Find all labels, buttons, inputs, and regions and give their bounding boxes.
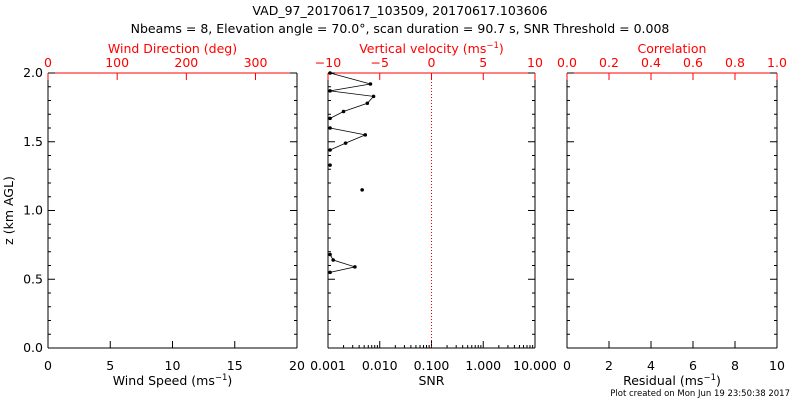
top-axis-label: Wind Direction (deg) <box>108 41 237 56</box>
vertical-velocity-point <box>371 94 376 99</box>
x-tick-label: 10.000 <box>513 358 557 373</box>
vertical-velocity-point <box>328 270 332 275</box>
y-tick-label: 1.0 <box>23 203 43 218</box>
x-tick-label: 1.000 <box>465 358 501 373</box>
panel-vertical-velocity-snr: 0.001 0.010 0.100 1.000 10.000 SNR −10 −5 0 5 10 Ve… <box>310 41 557 388</box>
vertical-velocity-point <box>328 126 332 130</box>
x-tick-label: 0.100 <box>414 358 450 373</box>
top-axis-label-end: ) <box>499 41 504 56</box>
top-tick-label: 0.8 <box>725 55 745 70</box>
vertical-velocity-point <box>343 141 348 145</box>
x-tick-label: 8 <box>731 358 739 373</box>
top-axis-label-sup: −1 <box>486 41 499 51</box>
x-tick-label: 10 <box>769 358 785 373</box>
x-axis-label: SNR <box>419 373 445 388</box>
x-tick-label: 15 <box>227 358 243 373</box>
x-tick-label: 0.010 <box>362 358 398 373</box>
top-axis-label: Correlation <box>638 41 707 56</box>
panel-correlation-residual: 0 2 4 6 8 10 Residual (ms−1) 0.0 0.2 0.4 0.6 0.8 1.0… <box>557 41 787 388</box>
top-axis-label-text: Wind Direction (deg) <box>108 41 237 56</box>
top-tick-label: −5 <box>371 55 389 70</box>
x-axis-label-end: ) <box>227 373 232 388</box>
vertical-velocity-point <box>328 148 332 152</box>
x-tick-label: 0.001 <box>310 358 346 373</box>
top-tick-label: 10 <box>527 55 543 70</box>
y-tick-label: 0.5 <box>23 271 43 286</box>
vertical-velocity-point <box>365 101 370 106</box>
vertical-velocity-point <box>363 133 368 137</box>
top-axis-label-text: Correlation <box>638 41 707 56</box>
top-axis-label: Vertical velocity (ms−1) <box>359 41 504 56</box>
x-axis-label-text: Wind Speed (ms <box>113 373 215 388</box>
top-tick-label: 200 <box>174 55 198 70</box>
vertical-velocity-point <box>368 82 373 86</box>
y-tick-label: 2.0 <box>23 65 43 80</box>
x-axis-label-text: SNR <box>419 373 445 388</box>
vertical-velocity-point <box>331 258 335 262</box>
top-axis-label-text: Vertical velocity (ms <box>359 41 486 56</box>
vertical-velocity-point <box>360 188 364 192</box>
x-axis-label-text: Residual (ms <box>623 373 703 388</box>
y-axis-label: z (km AGL) <box>1 176 16 245</box>
vertical-velocity-point <box>328 116 332 121</box>
vertical-velocity-line <box>329 72 375 119</box>
vertical-velocity-point <box>353 265 357 269</box>
x-axis-label-end: ) <box>716 373 721 388</box>
top-tick-label: −10 <box>315 55 341 70</box>
x-tick-label: 20 <box>289 358 305 373</box>
top-tick-label: 300 <box>244 55 268 70</box>
x-tick-label: 10 <box>165 358 181 373</box>
panel-wind: 0.0 0.5 1.0 1.5 2.0 z (km AGL) 0 5 10 15 20 Wind Sp… <box>1 41 305 388</box>
top-tick-label: 0 <box>428 55 436 70</box>
x-axis-label-sup: −1 <box>215 373 228 383</box>
vertical-velocity-point <box>328 89 332 93</box>
figure-subtitle: Nbeams = 8, Elevation angle = 70.0°, sca… <box>131 21 670 36</box>
top-tick-label: 0.0 <box>557 55 577 70</box>
vertical-velocity-line <box>329 127 367 151</box>
top-tick-label: 0.6 <box>683 55 703 70</box>
x-tick-label: 0 <box>563 358 571 373</box>
top-tick-label: 100 <box>105 55 129 70</box>
vertical-velocity-line <box>329 254 357 273</box>
top-tick-label: 1.0 <box>767 55 787 70</box>
vertical-velocity-point <box>328 163 332 167</box>
top-tick-label: 0 <box>44 55 52 70</box>
x-tick-label: 5 <box>106 358 114 373</box>
x-axis-label-sup: −1 <box>703 373 716 383</box>
top-tick-label: 0.2 <box>599 55 619 70</box>
top-tick-label: 0.4 <box>641 55 661 70</box>
x-tick-label: 0 <box>44 358 52 373</box>
vertical-velocity-point <box>328 71 332 75</box>
x-tick-label: 6 <box>689 358 697 373</box>
x-axis-label: Wind Speed (ms−1) <box>113 373 233 388</box>
x-tick-label: 4 <box>647 358 655 373</box>
plot-created-note: Plot created on Mon Jun 19 23:50:38 2017 <box>610 389 790 399</box>
top-tick-label: 5 <box>479 55 487 70</box>
figure-title: VAD_97_20170617_103509, 20170617.103606 <box>252 3 547 18</box>
y-tick-label: 1.5 <box>23 134 43 149</box>
x-tick-label: 2 <box>605 358 613 373</box>
y-tick-label: 0.0 <box>23 340 43 355</box>
vertical-velocity-point <box>328 252 332 257</box>
x-axis-label: Residual (ms−1) <box>623 373 721 388</box>
vertical-velocity-point <box>341 109 346 114</box>
